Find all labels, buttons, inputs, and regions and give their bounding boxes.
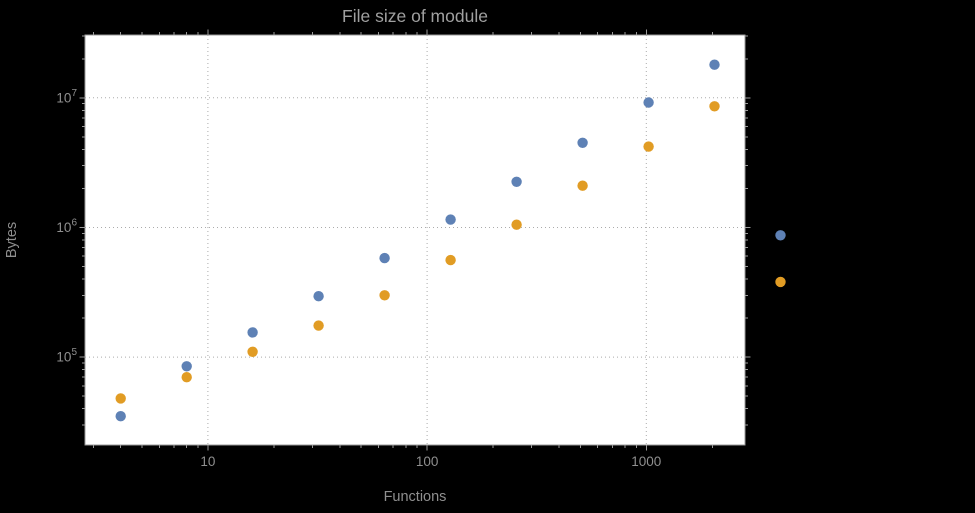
data-point-blue	[577, 137, 588, 148]
x-tick-label: 1000	[631, 454, 661, 469]
data-point-orange	[115, 393, 126, 404]
y-tick-exponent: 5	[71, 347, 77, 358]
data-point-orange	[247, 346, 258, 357]
data-point-blue	[775, 230, 786, 241]
data-point-orange	[643, 141, 654, 152]
data-point-orange	[577, 180, 588, 191]
x-tick-label: 100	[416, 454, 439, 469]
y-tick-exponent: 6	[71, 218, 77, 229]
y-tick-label: 106	[56, 218, 77, 236]
data-point-blue	[313, 291, 324, 302]
data-points	[115, 59, 786, 422]
data-point-blue	[115, 411, 126, 422]
chart-title: File size of module	[342, 6, 488, 26]
y-tick-label: 105	[56, 347, 77, 365]
data-point-orange	[709, 101, 720, 112]
data-point-orange	[313, 320, 324, 331]
data-point-blue	[181, 361, 192, 372]
data-point-blue	[511, 176, 522, 187]
x-axis-label: Functions	[384, 489, 447, 505]
x-tick-label: 10	[200, 454, 215, 469]
plot-background	[85, 35, 745, 445]
axis-ticks	[79, 29, 751, 451]
y-tick-label: 107	[56, 88, 77, 106]
data-point-orange	[379, 290, 390, 301]
y-axis-label: Bytes	[4, 222, 20, 258]
data-point-orange	[445, 254, 456, 266]
data-point-blue	[445, 214, 456, 225]
data-point-orange	[181, 372, 192, 383]
data-point-blue	[379, 252, 390, 264]
data-point-orange	[775, 276, 786, 288]
data-point-orange	[511, 219, 522, 230]
y-tick-exponent: 7	[71, 88, 77, 99]
data-point-blue	[643, 97, 654, 108]
plot-area	[85, 35, 745, 445]
data-point-blue	[709, 59, 720, 70]
data-point-blue	[247, 327, 258, 338]
